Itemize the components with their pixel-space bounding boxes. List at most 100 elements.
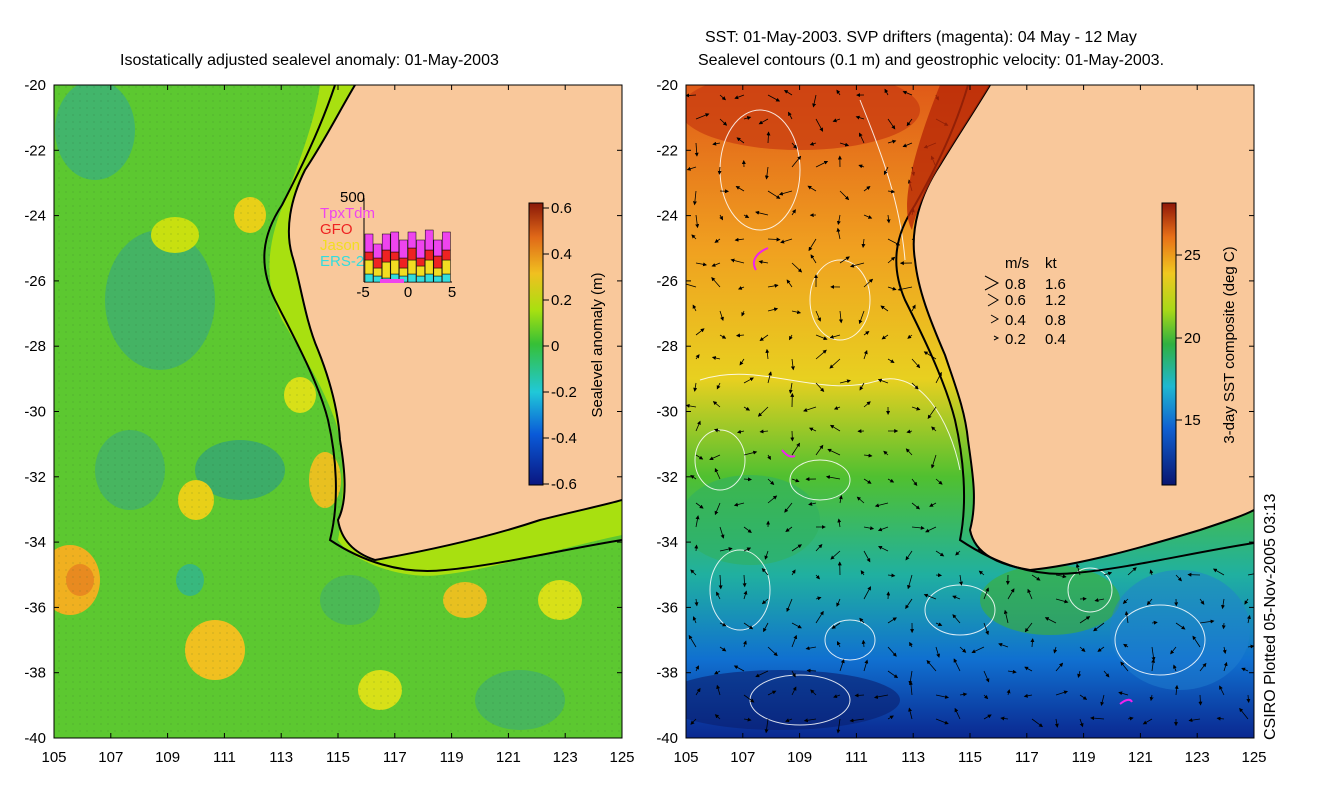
inset-x-tick-0: 0 bbox=[404, 284, 412, 301]
velocity-arrow bbox=[935, 550, 945, 557]
velocity-arrow bbox=[1174, 684, 1179, 696]
velocity-arrow bbox=[873, 694, 889, 699]
inset-x-tick-5: 5 bbox=[448, 284, 456, 301]
left-x-tick-label: 113 bbox=[269, 749, 293, 766]
velocity-arrow bbox=[839, 379, 851, 384]
left-x-tick-label: 125 bbox=[609, 749, 634, 766]
velocity-arrow bbox=[858, 164, 865, 169]
velocity-legend-kt-2: 0.8 bbox=[1045, 312, 1066, 329]
left-x-tick-label: 107 bbox=[98, 749, 123, 766]
left-isobath bbox=[263, 85, 622, 572]
left-y-tick-label: -24 bbox=[24, 208, 46, 225]
velocity-arrow bbox=[983, 694, 989, 700]
velocity-arrow bbox=[739, 358, 745, 366]
right-y-tick-label: -28 bbox=[656, 338, 678, 355]
inset-x-tick-neg5: -5 bbox=[356, 284, 369, 301]
velocity-arrow bbox=[983, 587, 990, 600]
left-colorbar-tick-label: 0 bbox=[551, 338, 559, 355]
velocity-arrow bbox=[695, 420, 701, 432]
velocity-arrow bbox=[712, 141, 721, 146]
velocity-arrow bbox=[858, 310, 865, 325]
velocity-arrow bbox=[1079, 616, 1091, 624]
velocity-arrow bbox=[825, 475, 841, 480]
velocity-arrow bbox=[1151, 658, 1156, 672]
right-colorbar: 25 20 15 3-day SST composite (deg C) bbox=[1161, 202, 1238, 486]
inset-bar-segment bbox=[416, 275, 425, 283]
velocity-arrow bbox=[709, 454, 721, 461]
inset-bar-segment bbox=[442, 249, 451, 261]
velocity-arrow bbox=[714, 502, 721, 516]
inset-bar-segment bbox=[407, 273, 417, 283]
velocity-arrow bbox=[791, 310, 802, 315]
velocity-arrow bbox=[737, 286, 745, 290]
velocity-arrow bbox=[780, 238, 793, 244]
inset-bar-segment bbox=[381, 233, 391, 251]
velocity-arrow bbox=[809, 141, 817, 146]
velocity-arrow bbox=[812, 94, 817, 108]
velocity-arrow bbox=[1175, 622, 1186, 630]
velocity-arrow bbox=[1219, 685, 1225, 696]
velocity-arrow bbox=[839, 658, 845, 672]
left-colorbar-tick-label: 0.6 bbox=[551, 200, 572, 217]
velocity-arrow bbox=[808, 238, 817, 252]
velocity-arrow bbox=[911, 502, 921, 510]
velocity-arrow bbox=[690, 718, 697, 725]
velocity-arrow bbox=[925, 526, 937, 533]
velocity-arrow bbox=[830, 550, 841, 560]
velocity-legend-arrow-2 bbox=[990, 314, 1000, 324]
velocity-arrow bbox=[952, 595, 961, 600]
velocity-arrow bbox=[766, 131, 771, 144]
velocity-arrow bbox=[815, 444, 824, 456]
inset-drifter-window bbox=[380, 279, 404, 283]
velocity-arrow bbox=[911, 406, 921, 411]
velocity-legend-kt-0: 1.6 bbox=[1045, 276, 1066, 293]
left-x-tick-label: 121 bbox=[496, 749, 521, 766]
velocity-arrow bbox=[883, 450, 889, 456]
velocity-arrow bbox=[880, 305, 889, 312]
velocity-arrow bbox=[691, 234, 697, 240]
velocity-arrow bbox=[718, 574, 723, 590]
velocity-arrow bbox=[1030, 638, 1035, 648]
velocity-arrow bbox=[791, 569, 796, 576]
inset-bar-segment bbox=[433, 255, 443, 269]
left-colorbar-tick-label: -0.6 bbox=[551, 476, 577, 493]
velocity-arrow bbox=[790, 358, 795, 371]
velocity-arrow bbox=[791, 155, 802, 168]
velocity-arrow bbox=[839, 142, 850, 147]
velocity-arrow bbox=[763, 622, 769, 633]
velocity-arrow bbox=[714, 670, 721, 675]
right-y-tick-label: -26 bbox=[656, 273, 678, 290]
velocity-arrow bbox=[719, 622, 727, 627]
velocity-arrow bbox=[859, 617, 865, 624]
velocity-legend-row-2: 0.4 0.8 bbox=[990, 312, 1066, 329]
velocity-arrow bbox=[935, 694, 949, 699]
velocity-arrow bbox=[909, 641, 913, 648]
inset-bar-segment bbox=[364, 259, 374, 275]
velocity-arrow bbox=[791, 478, 800, 483]
inset-bar-segment bbox=[381, 249, 391, 263]
velocity-arrow bbox=[791, 670, 796, 678]
velocity-arrow bbox=[735, 333, 745, 338]
inset-bars bbox=[364, 229, 451, 283]
left-x-tick-label: 109 bbox=[155, 749, 180, 766]
velocity-arrow bbox=[815, 160, 829, 168]
velocity-arrow bbox=[803, 406, 817, 412]
velocity-arrow bbox=[971, 646, 985, 654]
velocity-arrow bbox=[719, 646, 727, 652]
left-panel-title: Isostatically adjusted sealevel anomaly:… bbox=[120, 52, 499, 69]
velocity-arrow bbox=[764, 550, 769, 560]
velocity-arrow bbox=[791, 442, 801, 456]
velocity-arrow bbox=[1097, 646, 1105, 652]
left-x-tick-label: 111 bbox=[213, 749, 236, 766]
velocity-arrow bbox=[815, 118, 824, 132]
velocity-arrow bbox=[983, 622, 989, 636]
velocity-arrow bbox=[1247, 573, 1254, 576]
velocity-arrow bbox=[863, 401, 871, 408]
velocity-arrow bbox=[815, 574, 820, 580]
velocity-arrow bbox=[711, 356, 721, 360]
inset-bar-segment bbox=[407, 247, 417, 261]
velocity-arrow bbox=[907, 574, 913, 590]
velocity-arrow bbox=[858, 132, 865, 144]
velocity-arrow bbox=[759, 334, 769, 341]
velocity-arrow bbox=[719, 526, 725, 539]
